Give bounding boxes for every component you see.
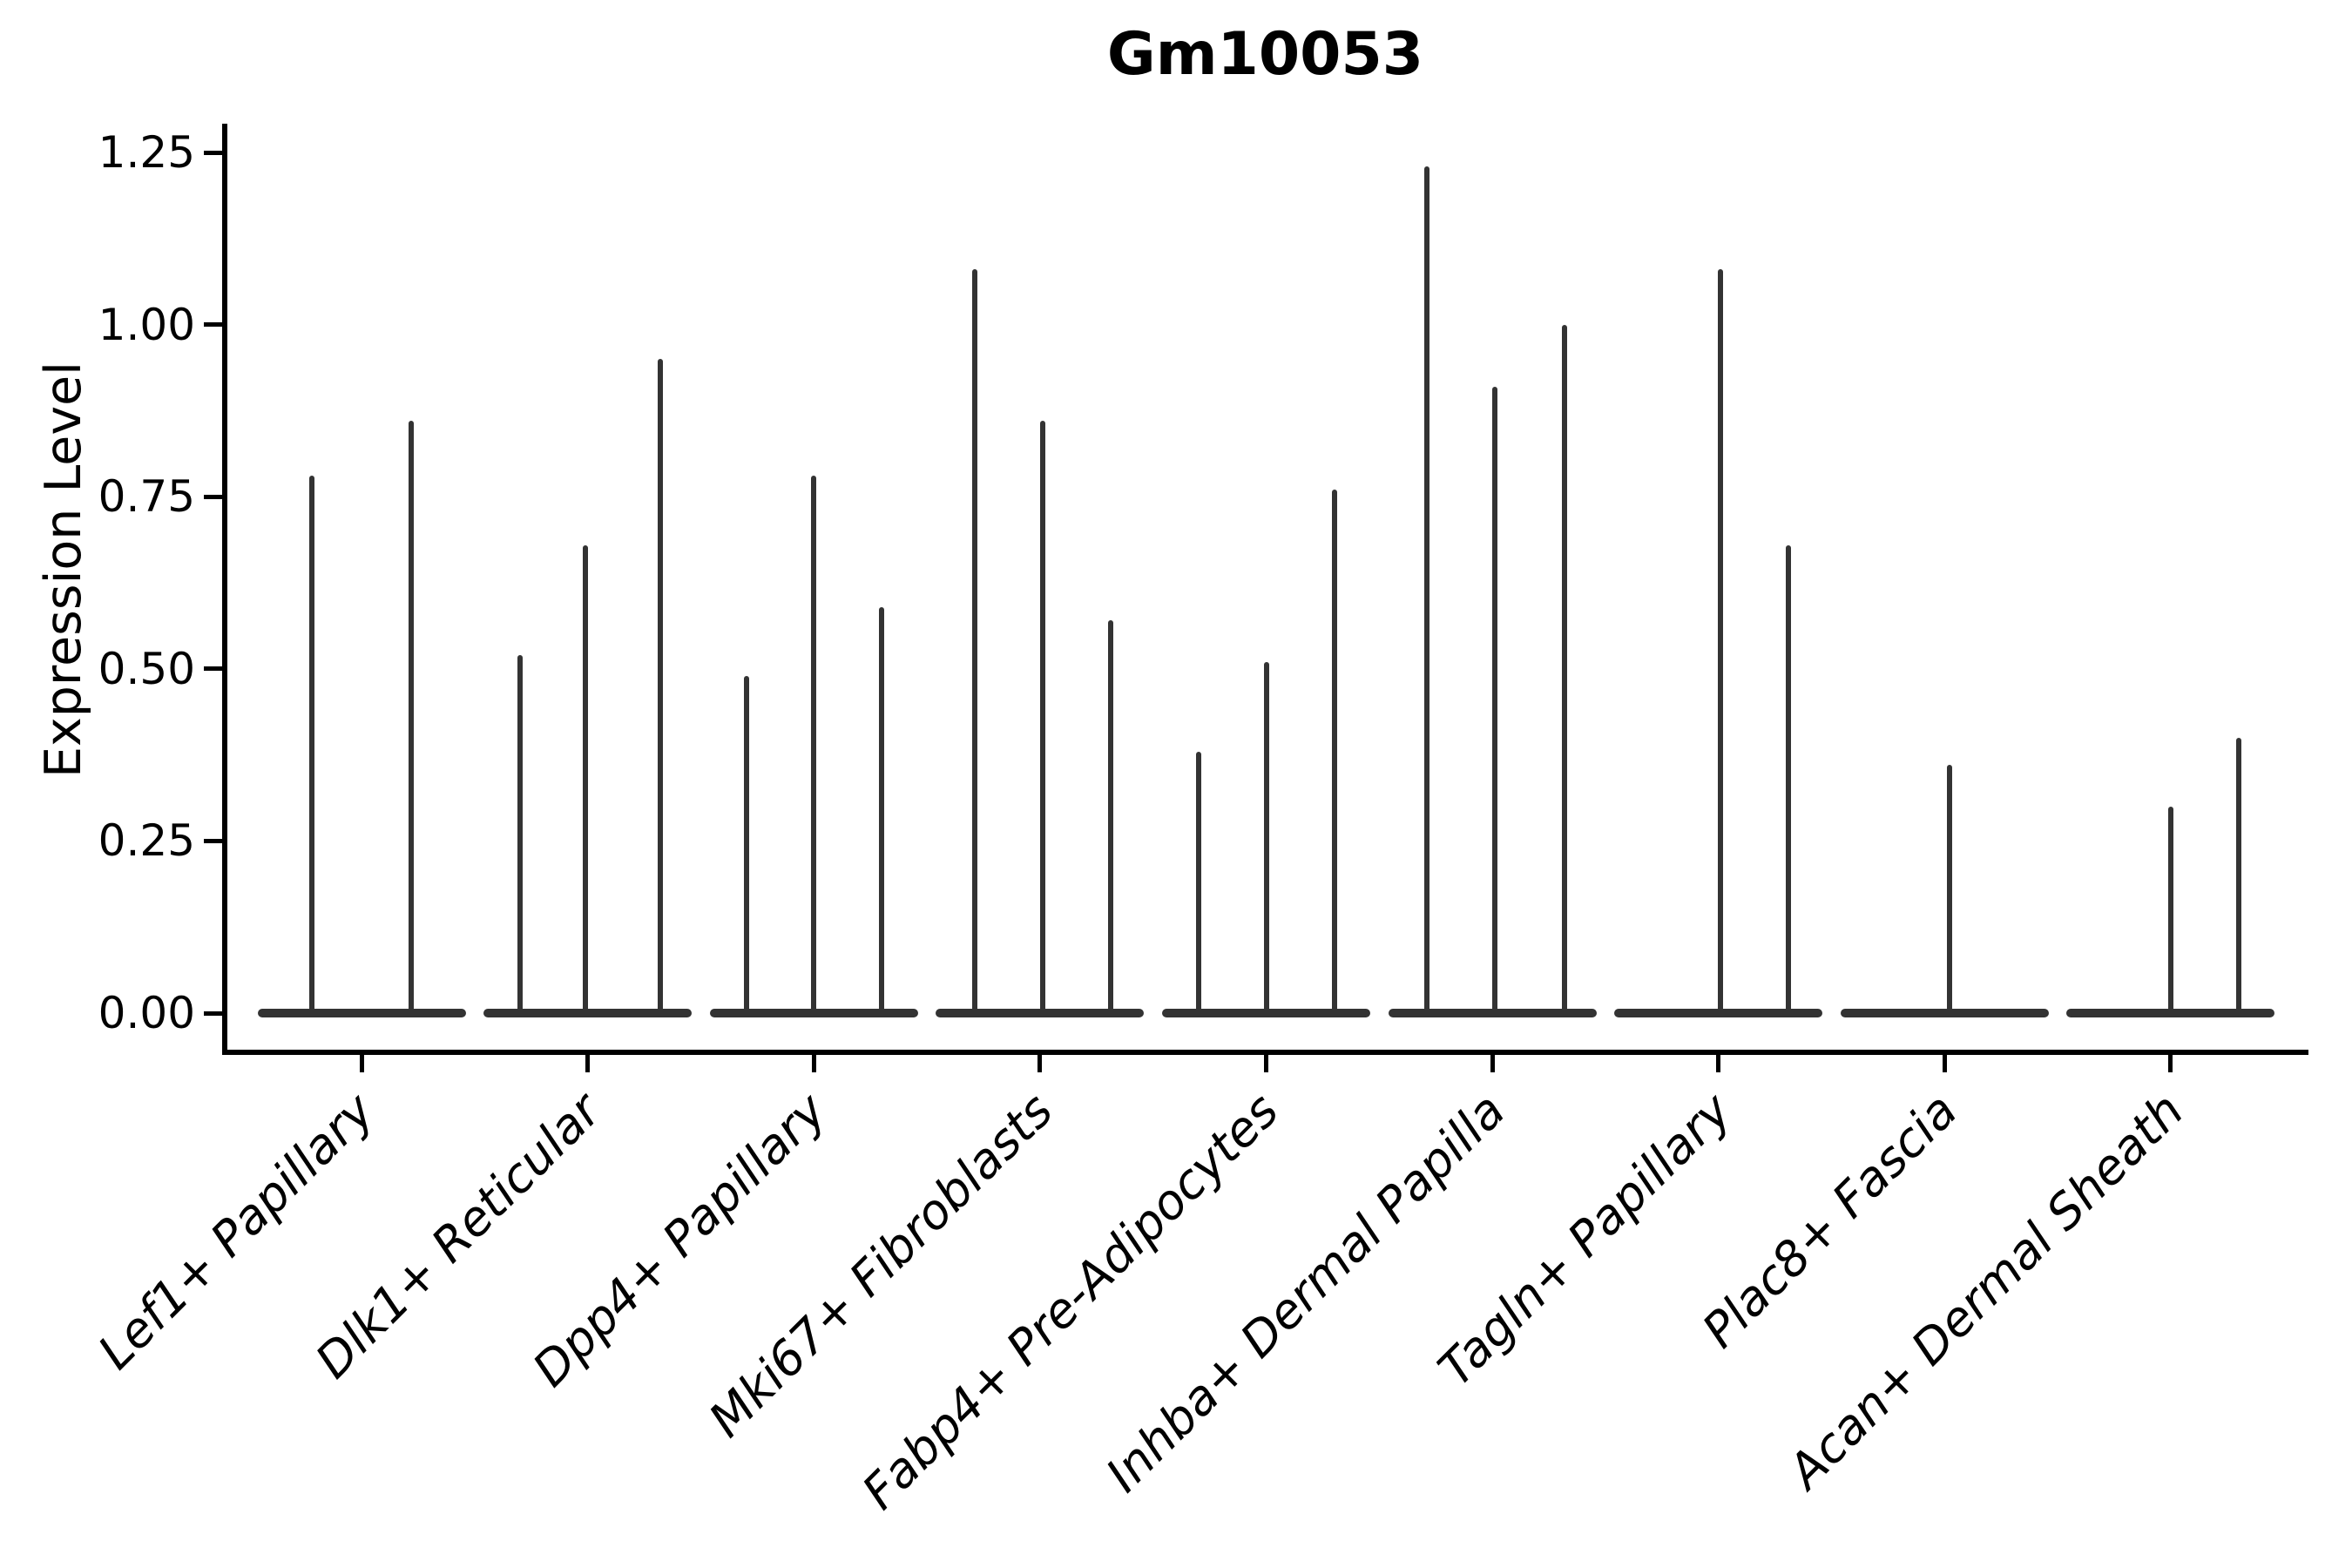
y-tick-mark xyxy=(204,495,222,499)
violin-base xyxy=(1841,1009,2049,1017)
x-tick-mark xyxy=(2168,1055,2173,1072)
violin-spike xyxy=(1424,166,1429,1017)
y-tick-label: 0.75 xyxy=(98,471,195,522)
y-tick-mark xyxy=(204,322,222,327)
violin-base xyxy=(483,1009,692,1017)
y-tick-label: 1.25 xyxy=(98,127,195,178)
violin-spike xyxy=(1562,325,1567,1017)
violin-spike xyxy=(1492,387,1497,1017)
violin-spike xyxy=(1718,269,1723,1017)
violin-spike xyxy=(879,607,884,1017)
violin-spike xyxy=(1332,490,1337,1017)
violin-spike xyxy=(1786,545,1791,1017)
violin-spike xyxy=(517,655,523,1017)
violin-base xyxy=(258,1009,466,1017)
violin-spike xyxy=(972,269,977,1017)
violin-spike xyxy=(811,476,816,1017)
y-tick-label: 0.50 xyxy=(98,644,195,694)
violin-spike xyxy=(1264,662,1269,1017)
y-tick-mark xyxy=(204,666,222,671)
x-tick-mark xyxy=(1943,1055,1947,1072)
x-tick-mark xyxy=(585,1055,590,1072)
plot-area xyxy=(222,124,2308,1055)
violin-spike xyxy=(1040,421,1045,1017)
violin-spike xyxy=(409,421,414,1017)
y-tick-mark xyxy=(204,151,222,155)
violin-spike xyxy=(658,359,663,1017)
y-tick-mark xyxy=(204,1011,222,1016)
x-tick-mark xyxy=(1490,1055,1495,1072)
violin-spike xyxy=(1196,752,1201,1017)
x-tick-mark xyxy=(812,1055,816,1072)
x-tick-mark xyxy=(1037,1055,1042,1072)
violin-spike xyxy=(2168,807,2173,1017)
violin-spike xyxy=(309,476,314,1017)
y-tick-label: 0.25 xyxy=(98,815,195,866)
chart-title: Gm10053 xyxy=(1106,20,1424,89)
violin-spike xyxy=(1947,765,1952,1017)
violin-spike xyxy=(583,545,588,1017)
y-tick-label: 1.00 xyxy=(98,300,195,350)
x-tick-mark xyxy=(1264,1055,1268,1072)
violin-spike xyxy=(1108,620,1113,1017)
x-tick-mark xyxy=(360,1055,364,1072)
y-tick-label: 0.00 xyxy=(98,988,195,1038)
violin-spike xyxy=(2236,738,2241,1017)
violin-spike xyxy=(744,676,749,1017)
y-tick-mark xyxy=(204,839,222,843)
x-tick-mark xyxy=(1716,1055,1720,1072)
violin-base xyxy=(936,1009,1144,1017)
